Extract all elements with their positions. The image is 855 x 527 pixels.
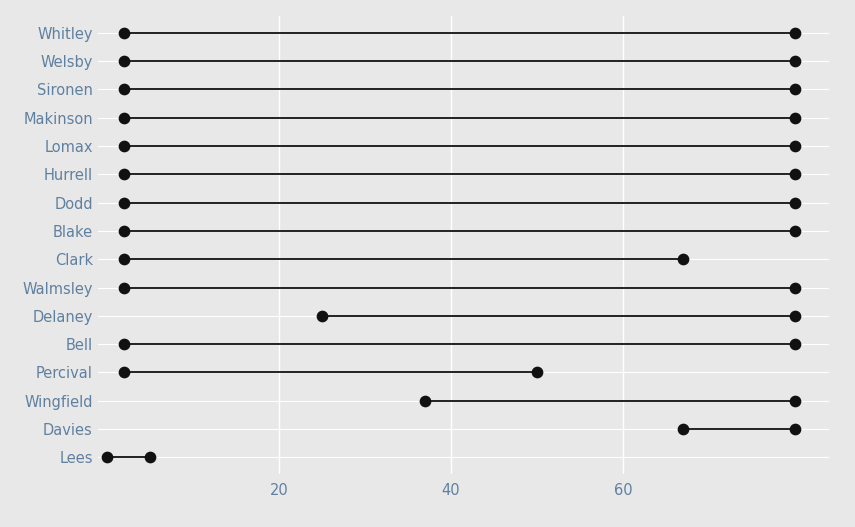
- Point: [117, 227, 131, 235]
- Point: [117, 57, 131, 65]
- Point: [530, 368, 544, 377]
- Point: [117, 113, 131, 122]
- Point: [788, 227, 802, 235]
- Point: [788, 198, 802, 207]
- Point: [788, 113, 802, 122]
- Point: [315, 311, 329, 320]
- Point: [788, 142, 802, 150]
- Point: [117, 368, 131, 377]
- Point: [788, 396, 802, 405]
- Point: [117, 142, 131, 150]
- Point: [117, 255, 131, 264]
- Point: [418, 396, 432, 405]
- Point: [100, 453, 114, 462]
- Point: [788, 425, 802, 433]
- Point: [143, 453, 156, 462]
- Point: [117, 28, 131, 37]
- Point: [788, 340, 802, 348]
- Point: [117, 340, 131, 348]
- Point: [117, 198, 131, 207]
- Point: [788, 57, 802, 65]
- Point: [117, 284, 131, 292]
- Point: [117, 170, 131, 179]
- Point: [788, 311, 802, 320]
- Point: [676, 255, 690, 264]
- Point: [788, 170, 802, 179]
- Point: [788, 284, 802, 292]
- Point: [676, 425, 690, 433]
- Point: [117, 85, 131, 94]
- Point: [788, 28, 802, 37]
- Point: [788, 85, 802, 94]
